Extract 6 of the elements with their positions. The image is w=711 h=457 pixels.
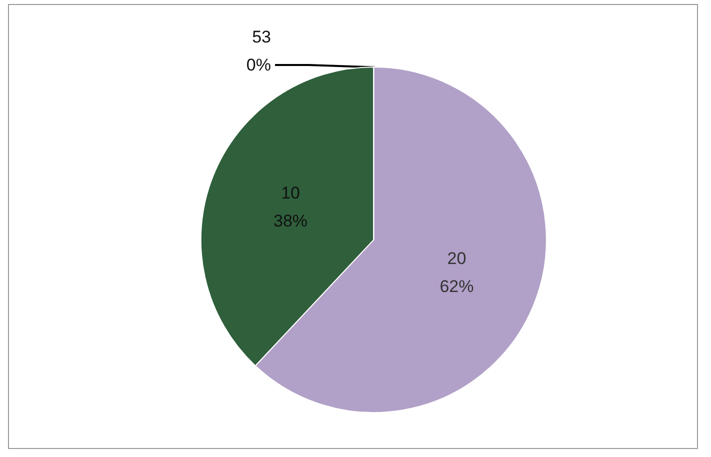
slice-label: 10 [281,183,300,202]
data-label: 62% [440,277,474,296]
category-label: 53 [252,28,271,46]
slice-label: 20 [447,249,466,268]
data-label: 38% [274,211,308,230]
text: 0% [246,56,271,74]
